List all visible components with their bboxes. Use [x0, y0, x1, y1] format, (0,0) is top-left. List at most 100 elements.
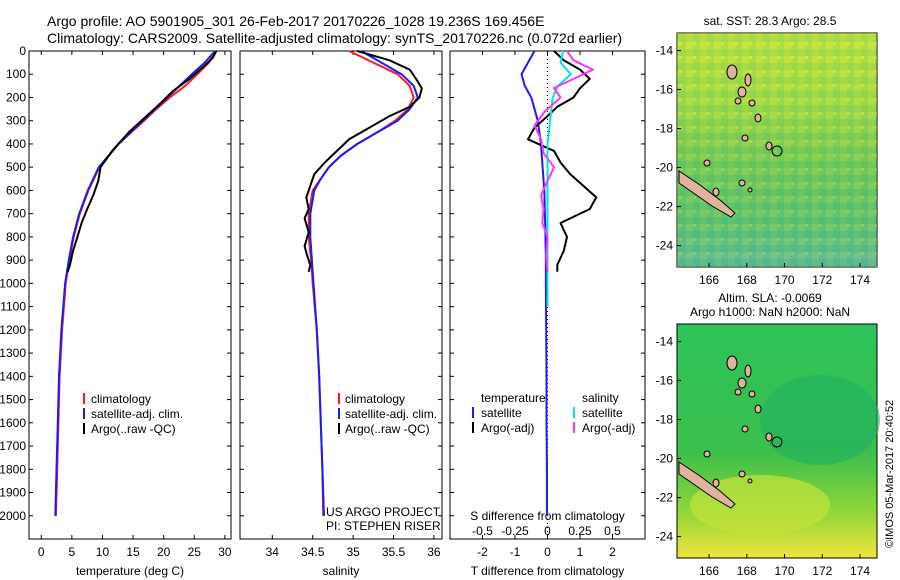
series-salinity-satellite	[546, 50, 572, 307]
island	[747, 478, 753, 484]
y-tick-label: 1800	[0, 462, 26, 476]
difference-profile-panel: -2 -1 0 1 2 T difference from climatology -0.5…	[449, 50, 646, 578]
plot-frame	[28, 50, 232, 540]
header-line-1: Argo profile: AO 5901905_301 26-Feb-2017…	[47, 13, 544, 29]
series-temperature-satellite	[520, 50, 548, 516]
plot-frame	[239, 50, 443, 540]
salinity-legend: climatology satellite-adj. clim. Argo(..…	[326, 392, 441, 533]
sst-map: sat. SST: 28.3 Argo: 28.5 166 168 170 172 17…	[656, 14, 878, 287]
map-x-tick-label: 170	[775, 273, 795, 287]
x-tick-label: 5	[69, 545, 76, 559]
map-x-tick-label: 168	[737, 273, 757, 287]
x-tick-label: 0	[38, 545, 45, 559]
sst-map-title: sat. SST: 28.3 Argo: 28.5	[704, 14, 837, 28]
island	[744, 73, 752, 87]
map-x-tick-label: 174	[850, 564, 870, 578]
map-x-tick-label: 166	[699, 273, 719, 287]
x-tick-label: -2	[477, 545, 488, 559]
map-y-tick-label: -20	[656, 452, 674, 466]
x-axis-label: T difference from climatology	[471, 564, 625, 578]
x-tick-label: 36	[427, 545, 441, 559]
y-tick-label: 1400	[0, 369, 26, 383]
y-tick-label: 200	[6, 90, 26, 104]
legend-temp-argo: Argo(-adj)	[481, 421, 534, 435]
y-tick-label: 0	[19, 44, 26, 58]
map-x-tick-label: 174	[850, 273, 870, 287]
map-x-tick-label: 166	[699, 564, 719, 578]
credit-text: ©IMOS 05-Mar-2017 20:40:52	[884, 400, 896, 548]
reef-outline	[771, 145, 783, 157]
sst-map-texture	[677, 33, 877, 267]
y-tick-label: 800	[6, 230, 26, 244]
y-tick-label: 100	[6, 67, 26, 81]
y-tick-label: 300	[6, 114, 26, 128]
map-y-tick-label: -18	[656, 413, 674, 427]
x-tick-label: 2	[609, 545, 616, 559]
island	[738, 470, 746, 478]
y-tick-label: 1000	[0, 276, 26, 290]
y-tick-label: 1900	[0, 486, 26, 500]
salinity-profile-panel: 34 34.5 35 35.5 36 salinity	[239, 50, 443, 578]
island	[748, 390, 756, 398]
legend-argo: Argo(..raw -QC)	[345, 422, 430, 436]
difference-legend: temperature salinity satellite Argo(-adj…	[472, 391, 635, 435]
new-caledonia-island	[678, 170, 736, 218]
y-tick-label: 700	[6, 207, 26, 221]
map-y-tick-label: -14	[656, 335, 674, 349]
header-line-2: Climatology: CARS2009. Satellite-adjuste…	[47, 30, 622, 46]
sla-map-eddy	[760, 375, 880, 465]
island	[741, 425, 749, 433]
map-y-tick-label: -22	[656, 200, 674, 214]
temperature-profile-panel: 0100200300400500600700800900100011001200…	[0, 44, 232, 578]
x-tick-label: 10	[96, 545, 110, 559]
island	[712, 187, 720, 197]
y-tick-label: 1700	[0, 439, 26, 453]
island	[748, 99, 756, 107]
map-y-tick-label: -16	[656, 83, 674, 97]
island	[741, 134, 749, 142]
y-tick-label: 1200	[0, 323, 26, 337]
temperature-legend: climatology satellite-adj. clim. Argo(..…	[83, 392, 183, 436]
map-y-tick-label: -24	[656, 530, 674, 544]
sla-map-title-2: Argo h1000: NaN h2000: NaN	[690, 305, 850, 319]
island	[765, 141, 773, 151]
legend-temp-satellite: satellite	[481, 406, 522, 420]
y-tick-label: 500	[6, 160, 26, 174]
legend-argo: Argo(..raw -QC)	[91, 422, 176, 436]
new-caledonia-island	[678, 461, 736, 509]
y-tick-label: 900	[6, 253, 26, 267]
map-y-tick-label: -14	[656, 44, 674, 58]
map-x-tick-label: 172	[812, 273, 832, 287]
x-tick-label: 35	[346, 545, 360, 559]
sla-map-high	[690, 475, 830, 535]
island	[754, 404, 762, 414]
y-tick-label: 1500	[0, 393, 26, 407]
y-tick-label: 2000	[0, 509, 26, 523]
map-y-tick-label: -22	[656, 491, 674, 505]
x-axis-label: temperature (deg C)	[76, 564, 184, 578]
island	[726, 355, 738, 371]
legend-climatology: climatology	[91, 392, 151, 406]
island	[754, 113, 762, 123]
s-axis-tick-label: -0.25	[501, 524, 529, 538]
legend-sal-argo: Argo(-adj)	[582, 421, 635, 435]
legend-sal-satellite: satellite	[582, 406, 623, 420]
island	[703, 450, 711, 458]
x-tick-label: 20	[157, 545, 171, 559]
legend-climatology: climatology	[345, 392, 405, 406]
map-x-tick-label: 172	[812, 564, 832, 578]
island	[726, 64, 738, 80]
map-y-tick-label: -18	[656, 122, 674, 136]
legend-satellite: satellite-adj. clim.	[345, 407, 437, 421]
series-satellite-adj-clim	[309, 50, 419, 516]
project-annotation: US ARGO PROJECT	[326, 505, 441, 519]
island	[738, 179, 746, 187]
map-y-tick-label: -16	[656, 374, 674, 388]
reef-outline	[771, 436, 783, 448]
x-tick-label: 34	[266, 545, 280, 559]
island	[734, 388, 742, 396]
x-tick-label: 34.5	[301, 545, 325, 559]
s-axis-tick-label: 0.25	[568, 524, 592, 538]
x-tick-label: 0	[544, 545, 551, 559]
x-tick-label: 25	[188, 545, 202, 559]
